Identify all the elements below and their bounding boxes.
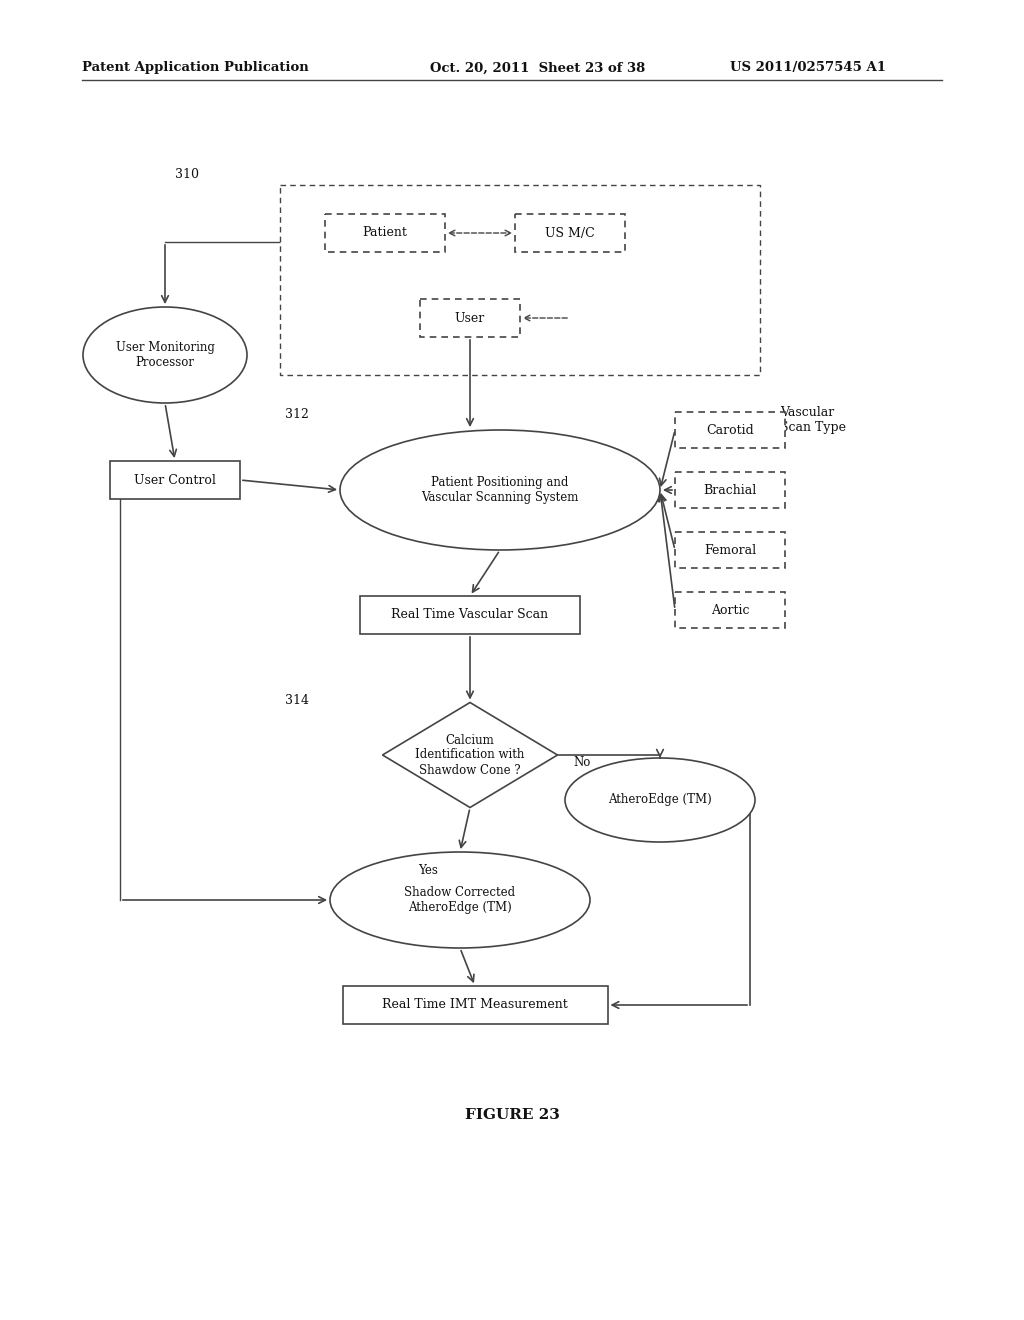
FancyBboxPatch shape [675, 412, 785, 447]
FancyBboxPatch shape [342, 986, 607, 1024]
FancyBboxPatch shape [110, 461, 240, 499]
FancyBboxPatch shape [675, 591, 785, 628]
Text: User: User [455, 312, 485, 325]
Text: Vascular
Scan Type: Vascular Scan Type [780, 407, 846, 434]
Text: Yes: Yes [418, 863, 438, 876]
FancyBboxPatch shape [420, 300, 520, 337]
Text: US M/C: US M/C [545, 227, 595, 239]
Text: 310: 310 [175, 169, 199, 181]
Text: Patient: Patient [362, 227, 408, 239]
Text: 314: 314 [285, 693, 309, 706]
Text: US 2011/0257545 A1: US 2011/0257545 A1 [730, 62, 886, 74]
Text: Carotid: Carotid [707, 424, 754, 437]
FancyBboxPatch shape [280, 185, 760, 375]
Text: Patent Application Publication: Patent Application Publication [82, 62, 309, 74]
Ellipse shape [330, 851, 590, 948]
FancyBboxPatch shape [360, 597, 580, 634]
Text: User Control: User Control [134, 474, 216, 487]
FancyBboxPatch shape [675, 532, 785, 568]
Text: AtheroEdge (TM): AtheroEdge (TM) [608, 793, 712, 807]
Text: Real Time Vascular Scan: Real Time Vascular Scan [391, 609, 549, 622]
Text: Oct. 20, 2011  Sheet 23 of 38: Oct. 20, 2011 Sheet 23 of 38 [430, 62, 645, 74]
Text: No: No [573, 755, 591, 768]
Text: Femoral: Femoral [703, 544, 756, 557]
Text: Shadow Corrected
AtheroEdge (TM): Shadow Corrected AtheroEdge (TM) [404, 886, 515, 913]
Text: Brachial: Brachial [703, 483, 757, 496]
Ellipse shape [565, 758, 755, 842]
Ellipse shape [340, 430, 660, 550]
Text: 312: 312 [285, 408, 309, 421]
FancyBboxPatch shape [325, 214, 445, 252]
Ellipse shape [83, 308, 247, 403]
Text: Real Time IMT Measurement: Real Time IMT Measurement [382, 998, 568, 1011]
Text: Calcium
Identification with
Shawdow Cone ?: Calcium Identification with Shawdow Cone… [416, 734, 524, 776]
Polygon shape [383, 702, 557, 808]
Text: FIGURE 23: FIGURE 23 [465, 1107, 559, 1122]
FancyBboxPatch shape [675, 473, 785, 508]
Text: Patient Positioning and
Vascular Scanning System: Patient Positioning and Vascular Scannin… [421, 477, 579, 504]
Text: Aortic: Aortic [711, 603, 750, 616]
Text: User Monitoring
Processor: User Monitoring Processor [116, 341, 214, 370]
FancyBboxPatch shape [515, 214, 625, 252]
